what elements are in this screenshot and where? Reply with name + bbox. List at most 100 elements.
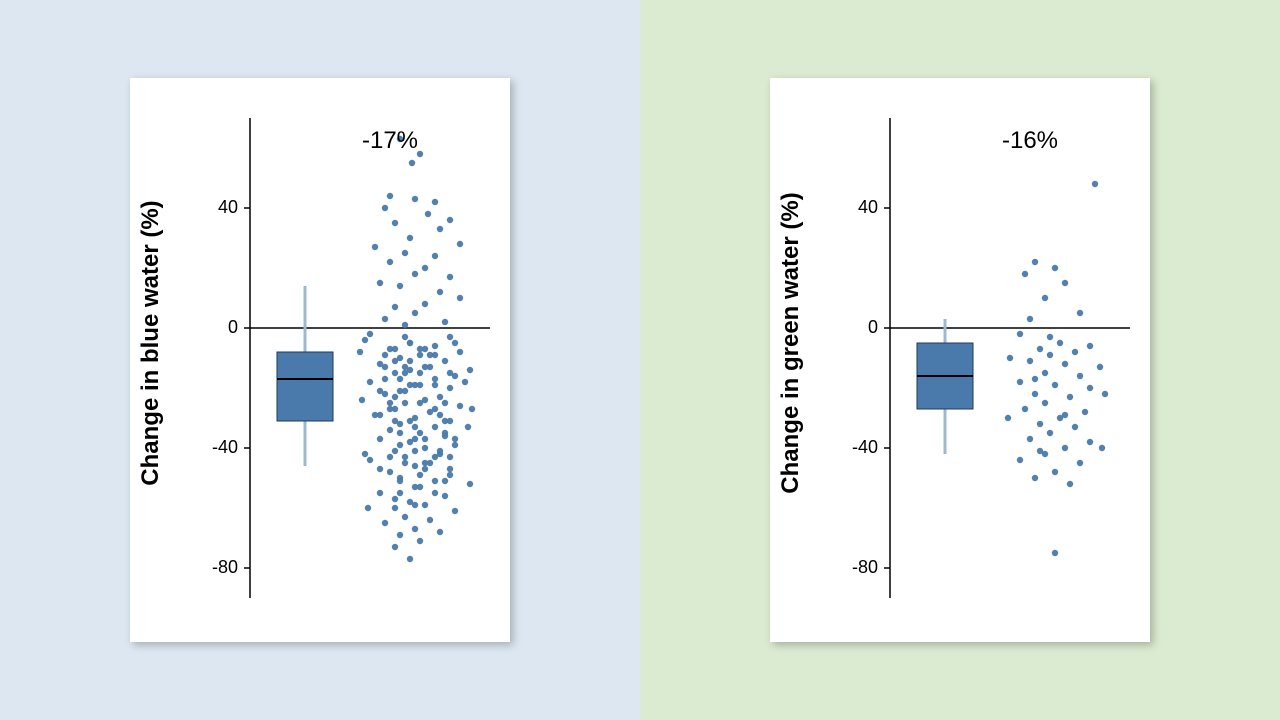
y-tick-label: 0 [868,317,878,337]
scatter-point [377,280,383,286]
scatter-point [367,379,373,385]
scatter-point [432,424,438,430]
scatter-point [1037,448,1043,454]
scatter-point [1077,373,1083,379]
y-tick-label: 40 [218,197,238,217]
scatter-point [425,211,431,217]
scatter-point [457,349,463,355]
scatter-point [442,478,448,484]
scatter-point [1062,361,1068,367]
scatter-point [442,493,448,499]
scatter-point [387,469,393,475]
scatter-point [417,400,423,406]
scatter-point [392,346,398,352]
scatter-point [382,352,388,358]
scatter-point [432,490,438,496]
scatter-point [442,400,448,406]
scatter-point [1047,430,1053,436]
scatter-point [457,295,463,301]
scatter-point [367,457,373,463]
scatter-point [1027,358,1033,364]
scatter-point [432,478,438,484]
scatter-point [407,382,413,388]
scatter-point [422,502,428,508]
scatter-point [1052,550,1058,556]
scatter-point [362,451,368,457]
scatter-point [412,196,418,202]
scatter-point [437,226,443,232]
scatter-point [387,259,393,265]
scatter-point [412,310,418,316]
scatter-point [422,436,428,442]
scatter-point [412,448,418,454]
scatter-cloud [1005,181,1108,556]
scatter-point [402,400,408,406]
scatter-point [1037,421,1043,427]
scatter-point [387,427,393,433]
scatter-point [1032,391,1038,397]
scatter-point [422,301,428,307]
scatter-point [1087,439,1093,445]
scatter-point [357,349,363,355]
scatter-point [392,370,398,376]
scatter-point [1052,265,1058,271]
scatter-point [437,394,443,400]
scatter-point [359,397,365,403]
scatter-point [392,505,398,511]
scatter-point [1017,457,1023,463]
scatter-point [1072,349,1078,355]
scatter-point [447,274,453,280]
scatter-point [412,436,418,442]
scatter-point [397,478,403,484]
headline-value: -16% [1002,127,1058,154]
scatter-point [1007,355,1013,361]
scatter-point [1042,295,1048,301]
scatter-point [1032,259,1038,265]
scatter-point [457,241,463,247]
scatter-point [442,418,448,424]
scatter-point [417,538,423,544]
scatter-point [1022,271,1028,277]
scatter-point [465,424,471,430]
scatter-point [467,367,473,373]
scatter-point [447,466,453,472]
scatter-point [1087,343,1093,349]
scatter-point [365,505,371,511]
scatter-point [427,364,433,370]
scatter-point [457,403,463,409]
scatter-point [402,334,408,340]
scatter-point [387,406,393,412]
y-axis-label: Change in blue water (%) [137,200,164,485]
scatter-point [387,400,393,406]
scatter-point [412,502,418,508]
scatter-point [442,430,448,436]
scatter-point [1099,445,1105,451]
scatter-point [417,382,423,388]
scatter-point [392,418,398,424]
scatter-point [392,394,398,400]
scatter-point [437,412,443,418]
scatter-point [1042,400,1048,406]
scatter-point [432,406,438,412]
scatter-point [412,463,418,469]
scatter-point [452,508,458,514]
scatter-point [1067,394,1073,400]
scatter-point [1052,382,1058,388]
scatter-point [422,445,428,451]
scatter-point [377,466,383,472]
y-tick-label: -80 [852,557,878,577]
y-tick-label: -40 [852,437,878,457]
scatter-point [452,436,458,442]
scatter-point [1037,346,1043,352]
scatter-point [402,454,408,460]
scatter-point [367,331,373,337]
scatter-point [432,382,438,388]
scatter-point [402,514,408,520]
scatter-point [1017,379,1023,385]
scatter-point [437,289,443,295]
scatter-point [392,544,398,550]
scatter-point [397,442,403,448]
scatter-point [422,466,428,472]
scatter-point [402,364,408,370]
scatter-point [422,460,428,466]
